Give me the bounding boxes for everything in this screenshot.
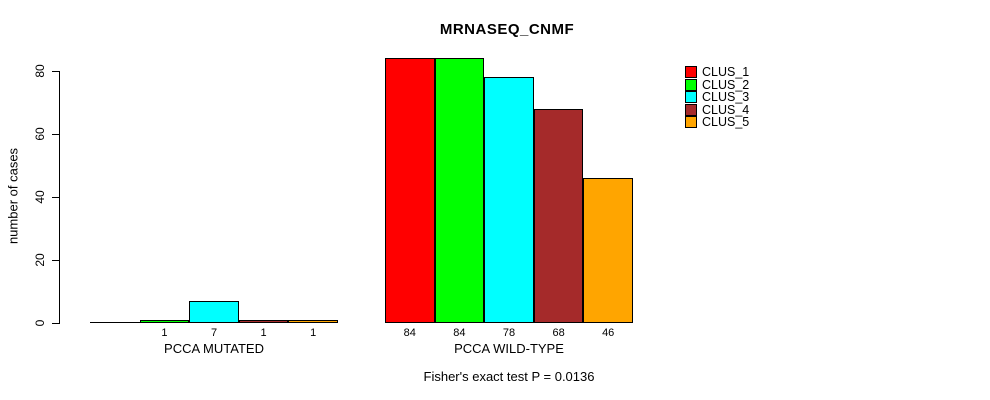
bar-value-label: 46 xyxy=(602,327,615,339)
legend-row-clus_1: CLUS_1 xyxy=(685,65,750,80)
legend-swatch-clus_1 xyxy=(685,66,697,79)
legend-label-clus_1: CLUS_1 xyxy=(702,65,750,80)
legend-row-clus_4: CLUS_4 xyxy=(685,102,750,117)
chart-title: MRNASEQ_CNMF xyxy=(439,21,575,38)
y-tick xyxy=(52,71,59,72)
bar-value-label: 1 xyxy=(161,327,168,339)
bar-value-label: 7 xyxy=(210,327,218,339)
bar-clus_5 xyxy=(583,178,633,323)
y-tick xyxy=(52,260,59,261)
legend-swatch-clus_3 xyxy=(685,91,697,104)
bar-clus_2 xyxy=(434,58,485,323)
legend-swatch-clus_5 xyxy=(685,116,697,129)
y-tick xyxy=(52,197,59,198)
bar-clus_4 xyxy=(533,109,584,323)
bar-clus_4 xyxy=(238,320,289,323)
bar-value-label: 1 xyxy=(310,327,317,339)
legend-label-clus_5: CLUS_5 xyxy=(702,115,750,130)
legend-label-clus_2: CLUS_2 xyxy=(702,77,750,92)
y-tick-label: 20 xyxy=(33,253,47,267)
legend-swatch-clus_4 xyxy=(685,103,697,116)
bar-clus_2 xyxy=(139,320,190,323)
bar-value-label: 78 xyxy=(502,327,516,339)
bar-value-label: 68 xyxy=(552,327,565,339)
x-group-label-pcca-wild-type: PCCA WILD-TYPE xyxy=(454,341,564,356)
legend-label-clus_3: CLUS_3 xyxy=(702,90,750,105)
bar-clus_1 xyxy=(385,58,435,323)
bar-clus_1 xyxy=(90,322,140,323)
legend: CLUS_1 CLUS_2 CLUS_3 CLUS_4 CLUS_5 xyxy=(685,65,750,130)
x-group-label-pcca-mutated: PCCA MUTATED xyxy=(164,341,264,356)
y-tick xyxy=(52,323,59,324)
bar-value-label: 84 xyxy=(403,327,416,339)
y-tick-label: 80 xyxy=(33,64,47,78)
legend-row-clus_2: CLUS_2 xyxy=(685,77,750,92)
bar-clus_3 xyxy=(484,77,534,323)
y-axis-line xyxy=(59,71,60,324)
bar-value-label: 1 xyxy=(260,327,267,339)
legend-swatch-clus_2 xyxy=(685,78,697,91)
bar-clus_3 xyxy=(189,301,239,323)
y-tick-label: 0 xyxy=(33,319,47,327)
legend-row-clus_3: CLUS_3 xyxy=(685,90,750,105)
y-tick xyxy=(52,134,59,135)
legend-row-clus_5: CLUS_5 xyxy=(685,115,750,130)
y-tick-label: 40 xyxy=(33,190,47,204)
bar-clus_5 xyxy=(288,320,338,323)
fisher-test-annotation: Fisher's exact test P = 0.0136 xyxy=(423,369,595,384)
y-tick-label: 60 xyxy=(33,127,47,141)
bar-value-label: 84 xyxy=(453,327,466,339)
legend-label-clus_4: CLUS_4 xyxy=(702,102,750,117)
